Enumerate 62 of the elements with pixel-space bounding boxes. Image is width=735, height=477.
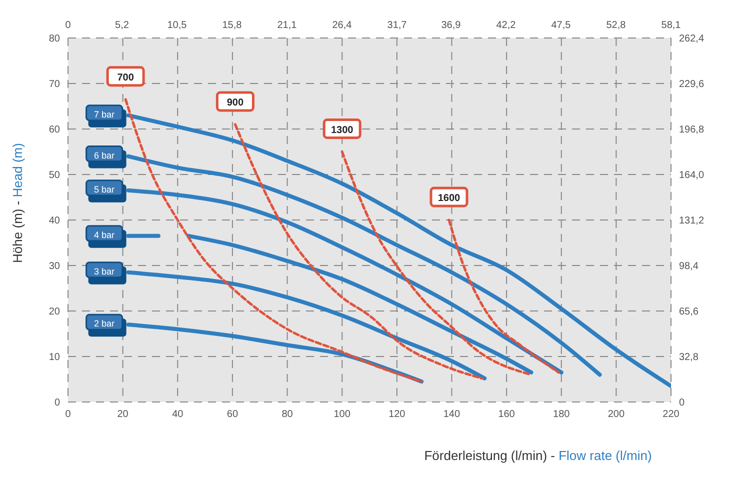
x2-tick-label: 5,2	[115, 20, 130, 31]
line-series	[126, 113, 671, 388]
y2-tick-label: 0	[679, 398, 685, 409]
y-tick-label: 30	[48, 261, 60, 272]
line-series	[448, 218, 560, 374]
series-label: 1300	[330, 124, 354, 136]
y-tick-label: 10	[48, 352, 60, 364]
series-label: 4 bar	[94, 230, 115, 240]
x2-tick-label: 58,1	[661, 20, 682, 31]
y2-tick-label: 98,4	[679, 261, 699, 272]
y2-tick-label: 229,6	[679, 79, 704, 90]
x2-tick-label: 47,5	[551, 20, 572, 31]
y-tick-label: 70	[48, 79, 60, 90]
series-label: 5 bar	[94, 184, 115, 194]
y-tick-label: 20	[48, 306, 60, 318]
x-tick-label: 180	[553, 409, 570, 420]
x-tick-label: 60	[226, 409, 238, 420]
x-tick-label: 20	[117, 409, 129, 420]
line-series	[126, 270, 487, 380]
line-series	[126, 188, 564, 374]
x-tick-label: 140	[443, 409, 461, 420]
series-label: 2 bar	[94, 318, 115, 329]
series-label: 700	[117, 72, 134, 84]
y-tick-label: 60	[48, 124, 60, 136]
y2-tick-label: 262,4	[679, 34, 704, 45]
x-tick-label: 120	[388, 409, 406, 420]
x-tick-label: 160	[498, 409, 516, 420]
series-label: 6 bar	[94, 150, 115, 160]
x2-tick-label: 52,8	[606, 20, 626, 31]
series-label: 900	[226, 97, 244, 108]
series-label: 1600	[438, 193, 461, 204]
x-tick-label: 200	[608, 409, 625, 420]
y-tick-label: 0	[54, 398, 60, 409]
y-tick-label: 40	[48, 216, 60, 227]
series-label: 7 bar	[94, 109, 115, 120]
x2-tick-label: 10,5	[167, 20, 188, 31]
x2-tick-label: 21,1	[277, 20, 298, 31]
x-tick-label: 220	[662, 409, 680, 420]
x-tick-label: 40	[172, 409, 184, 420]
y-tick-label: 80	[48, 34, 60, 45]
y2-tick-label: 65,6	[679, 306, 699, 318]
x2-tick-label: 26,4	[332, 20, 352, 31]
x2-tick-label: 42,2	[496, 20, 516, 31]
x-axis-title: Förderleistung (l/min) - Flow rate (l/min)	[424, 448, 652, 463]
x2-tick-label: 15,8	[222, 20, 242, 31]
y2-tick-label: 131,2	[679, 216, 704, 227]
y-tick-label: 50	[48, 170, 60, 182]
y-axis-title: Höhe (m) - Head (m)	[10, 143, 25, 263]
y2-tick-label: 196,8	[679, 124, 704, 136]
line-series	[340, 150, 532, 376]
x2-tick-label: 0	[65, 20, 72, 31]
line-series	[126, 154, 602, 377]
y2-tick-label: 164,0	[679, 170, 704, 182]
line-series	[124, 98, 423, 383]
x-tick-label: 100	[334, 409, 351, 420]
x2-tick-label: 31,7	[387, 20, 408, 31]
x2-tick-label: 36,9	[441, 20, 462, 31]
y2-tick-label: 32,8	[679, 352, 699, 364]
line-series	[234, 123, 484, 380]
series-label: 3 bar	[94, 266, 115, 276]
x-tick-label: 80	[282, 409, 294, 420]
x-tick-label: 0	[65, 409, 72, 420]
